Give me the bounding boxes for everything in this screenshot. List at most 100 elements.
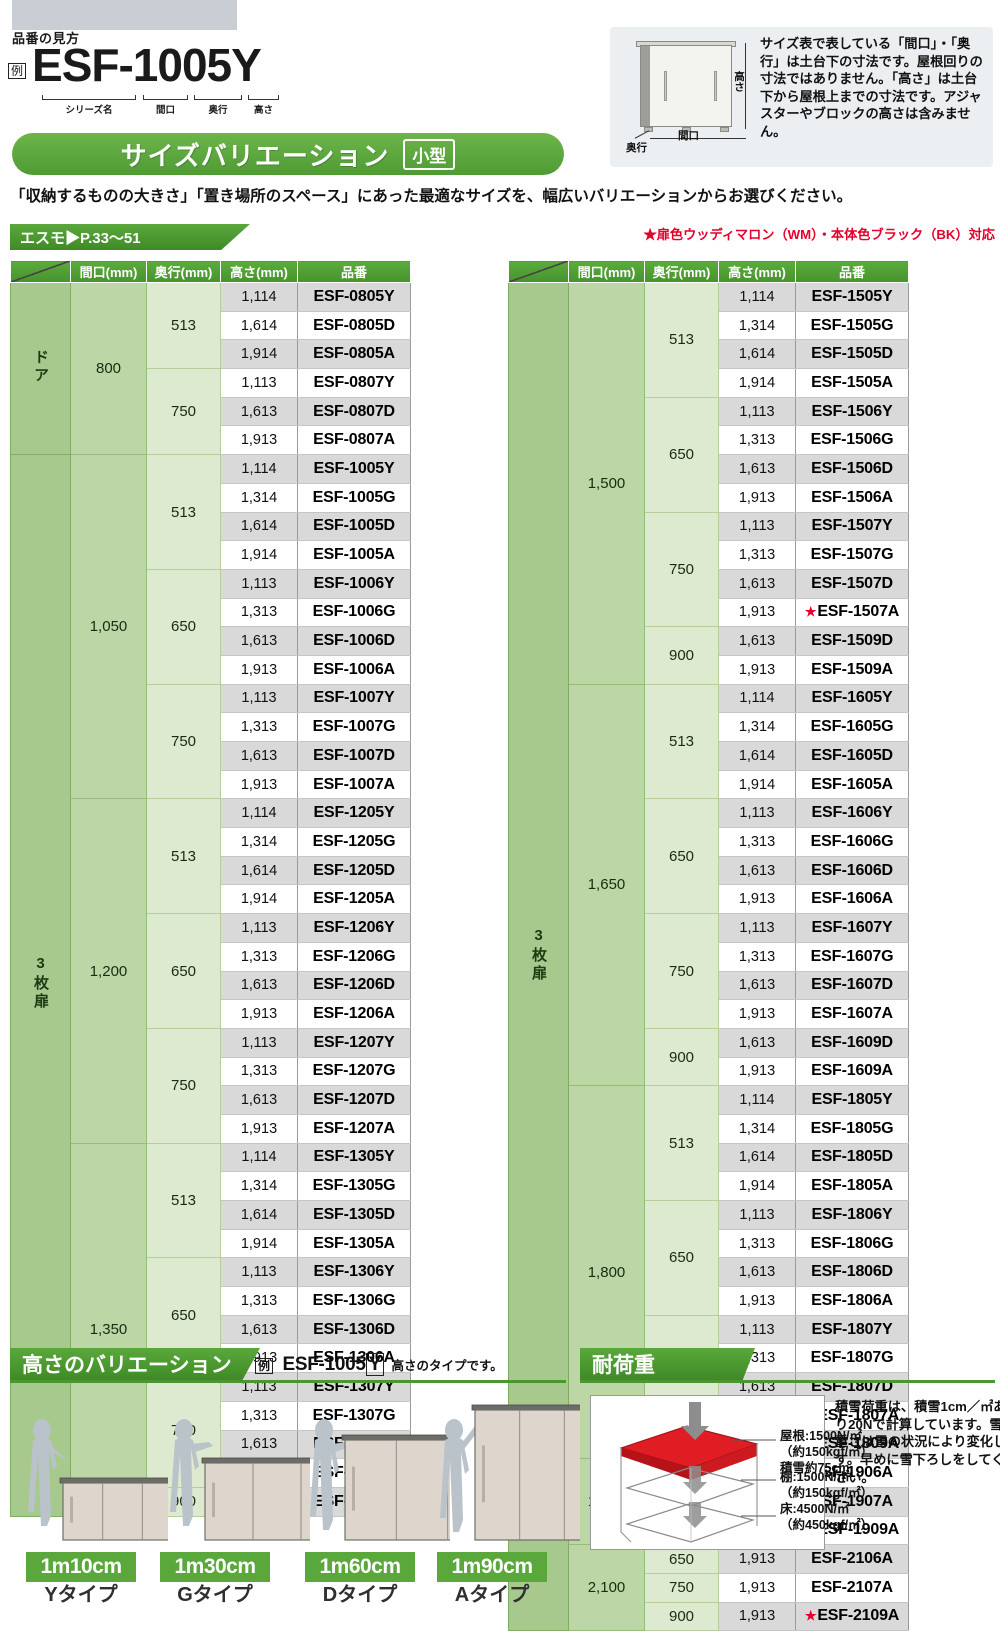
model-number: ESF-1505D: [811, 345, 893, 363]
lead-text: 「収納するものの大きさ」「置き場所のスペース」にあった最適なサイズを、幅広いバリ…: [10, 188, 853, 205]
table-row: 1,613 ESF-1206D: [11, 970, 411, 1001]
table-row: 1,914 ESF-1605A: [509, 769, 909, 800]
load-shelf-text: 棚:1500N/㎡ （約150kgf/㎡）: [780, 1469, 873, 1501]
model-number: ESF-1509D: [811, 632, 893, 650]
model-number: ESF-1806Y: [811, 1205, 893, 1223]
shed-leg-2: [682, 127, 691, 132]
height-cell: 1,113: [718, 1314, 796, 1345]
table-row: 650 1,113 ESF-1806Y: [509, 1200, 909, 1316]
shed-person-svg: [310, 1419, 510, 1543]
model-cell: ESF-1006A: [297, 654, 411, 685]
height-cell: 1,113: [220, 683, 298, 714]
model-number: ESF-1005G: [312, 488, 396, 506]
model-cell: ESF-1605A: [795, 769, 909, 800]
model-cell: ESF-0805D: [297, 310, 411, 341]
height-cell: 1,914: [220, 339, 298, 370]
height-cell: 1,613: [220, 741, 298, 771]
model-number: ESF-1205G: [312, 832, 396, 850]
model-number: ESF-1805Y: [811, 1091, 893, 1109]
model-cell: ESF-1507D: [795, 568, 909, 599]
height-cell: 1,114: [718, 282, 796, 312]
model-number: ESF-1805D: [811, 1148, 893, 1166]
model-cell: ESF-1607A: [795, 999, 909, 1029]
table-row: 1,313 ESF-1306G: [11, 1286, 411, 1316]
model-number: ESF-1206D: [313, 976, 395, 994]
model-cell: ESF-1305G: [297, 1171, 411, 1201]
height-cell: 1,613: [718, 1027, 796, 1058]
model-number: ESF-1805G: [810, 1119, 894, 1137]
table-row: 1,313 ESF-1006G: [11, 597, 411, 628]
model-number: ESF-1306D: [313, 1320, 395, 1338]
model-number: ESF-1506A: [811, 488, 893, 506]
height-cell: 1,614: [718, 339, 796, 370]
table-row: 1,913 ESF-1206A: [11, 999, 411, 1029]
model-number: ESF-1509A: [811, 660, 893, 678]
model-number: ESF-1605Y: [811, 689, 893, 707]
height-cell: 1,613: [718, 568, 796, 599]
model-cell: ESF-1207D: [297, 1085, 411, 1115]
model-cell: ESF-1205Y: [297, 798, 411, 829]
height-cell: 1,614: [220, 855, 298, 886]
model-number: ESF-1306Y: [313, 1263, 395, 1281]
model-cell: ESF-1205G: [297, 827, 411, 857]
height-cell: 1,913: [718, 654, 796, 685]
table-row: 1,613 ESF-1006D: [11, 626, 411, 656]
model-cell: ESF-1506Y: [795, 396, 909, 427]
height-cell: 1,914: [718, 1171, 796, 1201]
load-floor-text: 床:4500N/㎡ （約450kgf/㎡）: [780, 1501, 873, 1533]
depth-cell: 750: [146, 683, 221, 800]
height-cell: 1,613: [718, 626, 796, 656]
model-number: ESF-1006Y: [313, 574, 395, 592]
size-variation-title: サイズバリエーション: [120, 140, 390, 171]
height-type-label: Dタイプ: [322, 1584, 398, 1606]
model-number: ESF-1207A: [313, 1119, 395, 1137]
table-row: 1,913 ESF-1806A: [509, 1286, 909, 1316]
depth-cell: 650: [644, 798, 719, 915]
table-row: 900 1,613 ESF-1509D: [509, 626, 909, 685]
load-roof-line2: （約150kgf/㎡）: [780, 1445, 874, 1459]
model-number: ESF-1605D: [811, 746, 893, 764]
model-cell: ESF-1305A: [297, 1228, 411, 1259]
model-cell: ESF-1609D: [795, 1027, 909, 1058]
model-number: ESF-1006D: [313, 632, 395, 650]
model-cell: ESF-1007A: [297, 769, 411, 800]
size-table-left-body: ドア 800 513 1,114 ESF-0805Y 1,614 ESF-0805D 1,91…: [10, 281, 411, 1517]
brace-height: [248, 95, 279, 100]
table-row: 1,913 ESF-1606A: [509, 884, 909, 915]
load-snow-note: 積雪荷重は、積雪1cm／㎡あたり20Nで計算しています。雪の重さは雪の状況により…: [835, 1399, 1000, 1485]
height-cell: 1,613: [220, 396, 298, 427]
model-number: ESF-1005A: [313, 546, 395, 564]
model-number: ESF-1305G: [312, 1177, 396, 1195]
model-number: ESF-1305Y: [313, 1148, 395, 1166]
model-number: ESF-1807A: [817, 1406, 900, 1424]
table-row: 1,313 ESF-1207G: [11, 1056, 411, 1087]
model-cell: ESF-1605Y: [795, 683, 909, 714]
model-number: ESF-1806D: [811, 1263, 893, 1281]
table-row: 1,913 ESF-1007A: [11, 769, 411, 800]
model-number: ESF-2107A: [811, 1578, 893, 1596]
model-cell: ESF-1206Y: [297, 913, 411, 943]
model-number: ESF-1805A: [811, 1177, 893, 1195]
table-row: 1,613 ESF-1607D: [509, 970, 909, 1001]
model-cell: ESF-1606D: [795, 855, 909, 886]
height-cell: 1,913: [718, 482, 796, 513]
model-cell: ESF-1305Y: [297, 1142, 411, 1173]
height-cell: 1,113: [718, 396, 796, 427]
depth-cell: 513: [146, 454, 221, 570]
width-cell: 1,050: [70, 454, 147, 800]
model-cell: ESF-1206A: [297, 999, 411, 1029]
model-cell: ESF-1607G: [795, 941, 909, 972]
table-row: 650 1,113 ESF-1606Y: [509, 798, 909, 915]
height-cell: 1,914: [718, 368, 796, 398]
model-cell: ESF-1306D: [297, 1314, 411, 1345]
model-number: ESF-1206Y: [313, 918, 395, 936]
height-variation-banner: 高さのバリエーション: [10, 1348, 260, 1380]
model-number: ESF-1505G: [810, 316, 894, 334]
door-type-label: ドア: [32, 348, 49, 385]
model-number: ESF-0807D: [313, 402, 395, 420]
height-cell: 1,314: [718, 712, 796, 742]
height-badge: 1m30cm: [160, 1552, 270, 1582]
dimension-info-box: 高さ 間口 奥行 サイズ表で表している「間口」・「奥行」は土台下の寸法です。屋根…: [610, 27, 993, 167]
door-type-cell: ドア: [10, 281, 71, 456]
model-cell: ESF-1807G: [795, 1343, 909, 1374]
